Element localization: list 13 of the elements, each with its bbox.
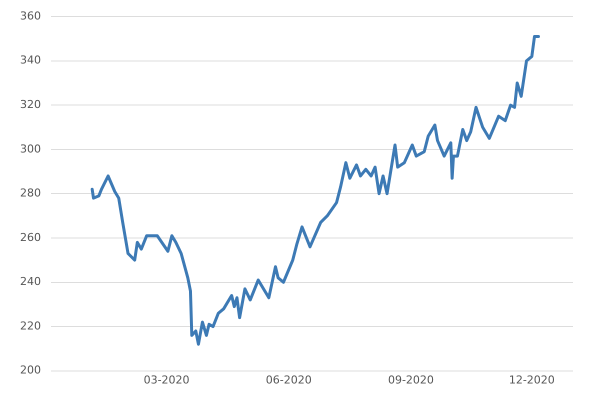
- y-tick-label: 360: [20, 9, 41, 22]
- y-tick-label: 280: [20, 186, 41, 200]
- x-tick-label: 12-2020: [508, 373, 555, 386]
- y-tick-label: 300: [20, 142, 41, 156]
- x-tick-label: 03-2020: [144, 373, 190, 386]
- y-tick-label: 200: [20, 364, 41, 377]
- y-tick-label: 220: [20, 319, 41, 332]
- y-tick-label: 320: [20, 98, 41, 112]
- x-tick-label: 09-2020: [388, 373, 434, 386]
- y-tick-label: 340: [20, 54, 41, 67]
- x-tick-label: 06-2020: [266, 373, 312, 386]
- y-tick-label: 260: [20, 230, 41, 244]
- y-tick-label: 240: [20, 275, 41, 288]
